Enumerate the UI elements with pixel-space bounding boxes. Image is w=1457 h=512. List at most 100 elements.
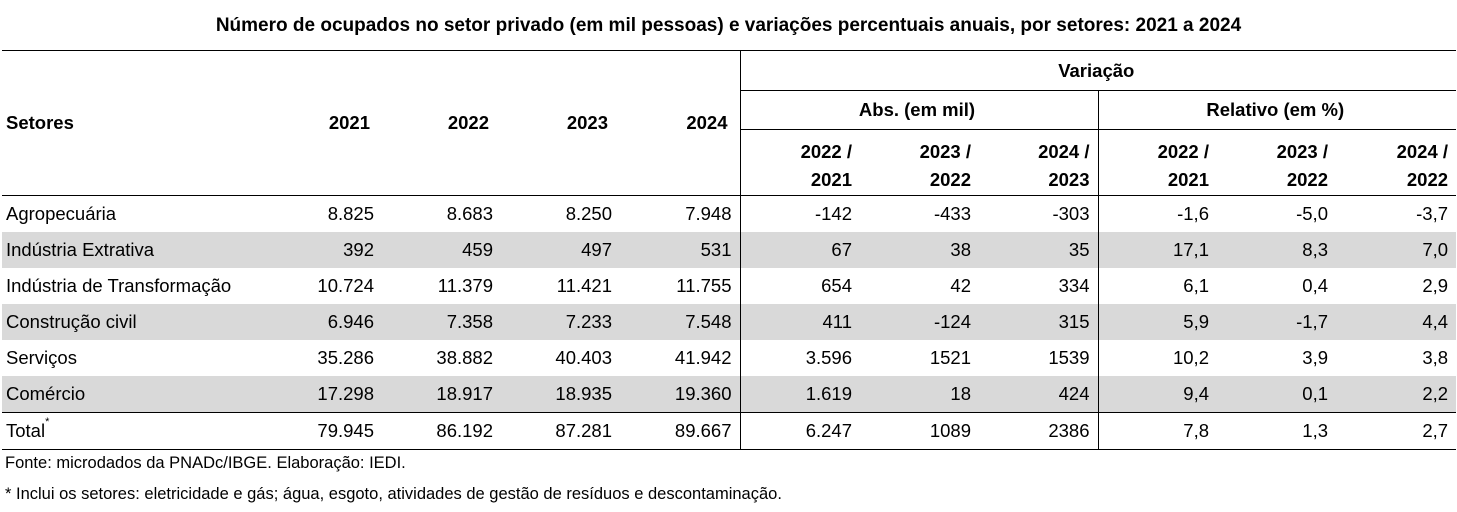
row-label: Comércio bbox=[2, 376, 264, 413]
cell: 3,9 bbox=[1302, 347, 1328, 368]
table-row: Construção civil 6.946 7.358 7.233 7.548… bbox=[2, 304, 1457, 340]
cell: -433 bbox=[933, 203, 971, 224]
row-label: Construção civil bbox=[2, 304, 264, 340]
row-label: Serviços bbox=[6, 347, 77, 368]
cell: 11.755 bbox=[676, 275, 732, 296]
cell: 11.379 bbox=[437, 275, 493, 296]
cell: 1521 bbox=[929, 347, 971, 368]
header-year: 2024 bbox=[686, 112, 728, 133]
cell: 79.945 bbox=[264, 412, 382, 450]
cell: 87.281 bbox=[501, 412, 620, 450]
cell: 1.619 bbox=[739, 376, 860, 413]
header-period: 2022 /2021 bbox=[739, 129, 860, 196]
cell: 38 bbox=[860, 232, 979, 268]
cell: 334 bbox=[1058, 275, 1090, 296]
cell: -142 bbox=[739, 195, 860, 232]
table-row: Indústria de Transformação 10.724 11.379… bbox=[2, 268, 1456, 304]
cell: 8,3 bbox=[1217, 232, 1336, 268]
cell: 315 bbox=[979, 304, 1098, 340]
header-variacao: Variação bbox=[739, 50, 1457, 91]
header-year: 2022 bbox=[447, 112, 489, 133]
cell: 1539 bbox=[1048, 347, 1090, 368]
cell: 19.360 bbox=[620, 376, 740, 413]
cell: 6,1 bbox=[1097, 268, 1217, 304]
cell: -124 bbox=[860, 304, 979, 340]
cell: -1,6 bbox=[1097, 195, 1217, 232]
cell: 392 bbox=[264, 232, 382, 268]
cell: 1,3 bbox=[1217, 412, 1336, 450]
cell: 17.298 bbox=[264, 376, 382, 413]
header-period: 2022 /2021 bbox=[1097, 129, 1217, 196]
row-label: Indústria Extrativa bbox=[2, 232, 264, 268]
table-row: Indústria Extrativa 392 459 497 531 67 3… bbox=[2, 232, 1457, 268]
cell: 424 bbox=[979, 376, 1098, 413]
cell: -303 bbox=[1052, 203, 1090, 224]
row-label: Total* bbox=[2, 412, 264, 450]
total-row: Total* 79.945 86.192 87.281 89.667 6.247… bbox=[2, 412, 1457, 450]
cell: 3.596 bbox=[739, 340, 860, 376]
cell: 7,8 bbox=[1097, 412, 1217, 450]
cell: 11.421 bbox=[556, 275, 612, 296]
row-label: Indústria de Transformação bbox=[6, 275, 232, 296]
cell: 17,1 bbox=[1097, 232, 1217, 268]
cell: -5,0 bbox=[1296, 203, 1328, 224]
header-period: 2024 /2023 bbox=[1038, 141, 1090, 190]
footnote: * Inclui os setores: eletricidade e gás;… bbox=[5, 485, 782, 503]
cell: -3,7 bbox=[1416, 203, 1449, 224]
source-note: Fonte: microdados da PNADc/IBGE. Elabora… bbox=[5, 454, 406, 472]
table-header: Setores 2021 2022 2023 2024 Variação Abs… bbox=[2, 50, 1457, 196]
header-period: 2024 /2022 bbox=[1396, 141, 1449, 190]
cell: 7.948 bbox=[685, 203, 732, 224]
header-setores: Setores bbox=[6, 112, 74, 133]
cell: -1,7 bbox=[1217, 304, 1336, 340]
header-period: 2023 /2022 bbox=[919, 141, 971, 190]
cell: 67 bbox=[739, 232, 860, 268]
cell: 531 bbox=[620, 232, 740, 268]
header-year: 2023 bbox=[566, 112, 608, 133]
table-body: Agropecuária 8.825 8.683 8.250 7.948 -14… bbox=[2, 195, 1457, 450]
cell: 654 bbox=[739, 268, 860, 304]
cell: 40.403 bbox=[555, 347, 612, 368]
cell: 7.548 bbox=[620, 304, 740, 340]
cell: 41.942 bbox=[674, 347, 732, 368]
cell: 411 bbox=[739, 304, 860, 340]
cell: 8.825 bbox=[327, 203, 374, 224]
data-table: Setores 2021 2022 2023 2024 Variação Abs… bbox=[2, 50, 1457, 450]
cell: 1089 bbox=[860, 412, 979, 450]
cell: 7.358 bbox=[382, 304, 501, 340]
cell: 2,9 bbox=[1422, 275, 1449, 296]
header-relativo: Relativo (em %) bbox=[1097, 90, 1457, 130]
cell: 0,4 bbox=[1302, 275, 1328, 296]
cell: 9,4 bbox=[1097, 376, 1217, 413]
cell: 18.917 bbox=[382, 376, 501, 413]
cell: 8.250 bbox=[565, 203, 612, 224]
table-row: Agropecuária 8.825 8.683 8.250 7.948 -14… bbox=[2, 195, 1456, 232]
footnote-marker: * bbox=[45, 416, 50, 428]
cell: 7,0 bbox=[1336, 232, 1457, 268]
cell: 7.233 bbox=[501, 304, 620, 340]
cell: 10.724 bbox=[317, 275, 374, 296]
cell: 86.192 bbox=[382, 412, 501, 450]
cell: 89.667 bbox=[620, 412, 740, 450]
cell: 4,4 bbox=[1336, 304, 1457, 340]
header-period: 2023 /2022 bbox=[1276, 141, 1328, 190]
cell: 8.683 bbox=[446, 203, 493, 224]
cell: 18.935 bbox=[501, 376, 620, 413]
cell: 18 bbox=[860, 376, 979, 413]
table-row: Comércio 17.298 18.917 18.935 19.360 1.6… bbox=[2, 376, 1457, 413]
cell: 2,7 bbox=[1336, 412, 1457, 450]
cell: 10,2 bbox=[1097, 340, 1217, 376]
cell: 2,2 bbox=[1336, 376, 1457, 413]
cell: 6.946 bbox=[264, 304, 382, 340]
header-abs: Abs. (em mil) bbox=[739, 90, 1098, 130]
cell: 42 bbox=[950, 275, 971, 296]
table-title: Número de ocupados no setor privado (em … bbox=[215, 15, 1242, 36]
cell: 0,1 bbox=[1217, 376, 1336, 413]
row-label: Agropecuária bbox=[6, 203, 117, 224]
header-year: 2021 bbox=[328, 112, 370, 133]
cell: 6.247 bbox=[739, 412, 860, 450]
cell: 35 bbox=[979, 232, 1098, 268]
cell: 3,8 bbox=[1422, 347, 1449, 368]
cell: 497 bbox=[501, 232, 620, 268]
